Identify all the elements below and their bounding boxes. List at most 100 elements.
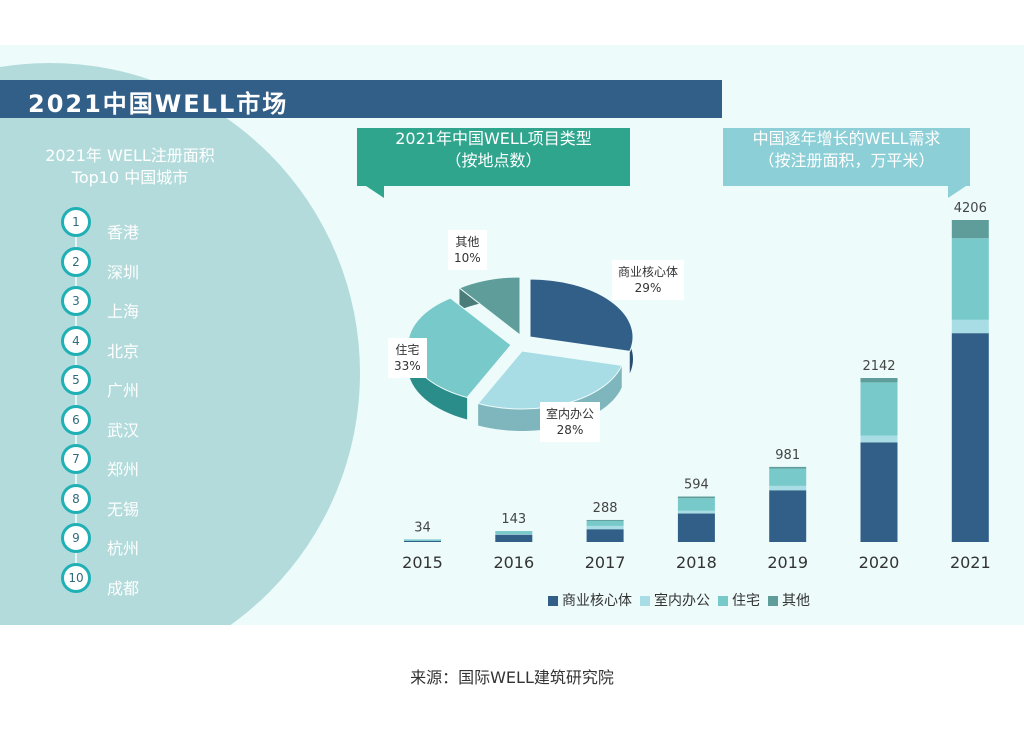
bar-segment <box>860 435 898 443</box>
pie-label-name: 住宅 <box>395 343 420 357</box>
source-note: 来源：国际WELL建筑研究院 <box>410 668 614 687</box>
callout-pointer <box>366 186 384 198</box>
bar-segment <box>860 442 898 542</box>
legend-label: 室内办公 <box>654 593 710 609</box>
rank-badge: 7 <box>61 444 91 474</box>
rank-badge: 2 <box>61 246 91 277</box>
bar-segment <box>951 319 989 334</box>
x-tick-label: 2020 <box>859 553 900 572</box>
bar-segment <box>404 539 441 541</box>
bar-subtitle: （按注册面积，万平米） <box>758 151 935 170</box>
x-tick-label: 2021 <box>950 553 991 572</box>
bar-segment <box>951 220 989 239</box>
bar-total-label: 143 <box>501 512 526 527</box>
bar-total-label: 2142 <box>862 359 895 374</box>
bar-segment <box>495 534 533 535</box>
city-name: 杭州 <box>107 539 140 558</box>
bar-segment <box>404 540 441 542</box>
pie-slice <box>529 278 634 352</box>
pie-title-callout: 2021年中国WELL项目类型 （按地点数） <box>357 128 630 186</box>
pie-label-value: 28% <box>556 423 584 437</box>
ranking-connector <box>75 235 77 565</box>
bar-segment <box>769 490 807 542</box>
bar-segment <box>586 520 624 526</box>
bar-segment <box>769 485 807 491</box>
bar-segment <box>860 378 898 383</box>
city-name: 成都 <box>107 578 140 598</box>
pie-label-value: 33% <box>394 359 421 373</box>
legend-item: 住宅 <box>718 590 760 610</box>
legend-label: 其他 <box>782 593 810 609</box>
legend-item: 其他 <box>768 590 810 610</box>
rank-badge: 9 <box>61 523 91 553</box>
bar-title: 中国逐年增长的WELL需求 <box>752 129 941 148</box>
bar-segment <box>951 333 989 542</box>
title-bar <box>0 80 722 118</box>
bar-segment <box>769 466 807 469</box>
pie-label: 商业核心体 29% <box>612 260 685 300</box>
x-tick-label: 2015 <box>402 553 443 572</box>
rank-badge: 1 <box>61 207 91 237</box>
legend-swatch <box>768 596 778 606</box>
pie-label: 住宅 33% <box>388 338 427 378</box>
x-tick-label: 2016 <box>493 553 534 572</box>
bar-segment <box>951 238 989 320</box>
ranking-subtitle: Top10 中国城市 <box>71 168 189 187</box>
pie-subtitle: （按地点数） <box>445 151 542 170</box>
pie-label-value: 10% <box>454 251 481 265</box>
x-tick-label: 2018 <box>676 553 717 572</box>
bar-segment <box>495 534 533 542</box>
bar-total-label: 34 <box>414 520 431 535</box>
legend-item: 商业核心体 <box>548 590 632 610</box>
legend-label: 商业核心体 <box>562 593 632 609</box>
legend-swatch <box>718 596 728 606</box>
legend-swatch <box>640 596 650 606</box>
ranking-title: 2021年 WELL注册面积 <box>45 146 215 165</box>
pie-slice <box>458 276 521 337</box>
city-name: 上海 <box>107 302 140 321</box>
rank-badge: 6 <box>61 404 91 435</box>
pie-label-name: 室内办公 <box>546 407 595 421</box>
legend-item: 室内办公 <box>640 590 710 610</box>
legend-swatch <box>548 596 558 606</box>
bar-total-label: 4206 <box>954 201 987 216</box>
city-name: 武汉 <box>107 420 140 440</box>
bar-title-callout: 中国逐年增长的WELL需求 （按注册面积，万平米） <box>723 128 970 186</box>
bar-segment <box>586 525 624 530</box>
rank-badge: 8 <box>61 483 91 514</box>
page-title: 2021中国WELL市场 <box>28 90 289 118</box>
pie-label-name: 其他 <box>455 235 480 249</box>
x-tick-label: 2017 <box>585 553 626 572</box>
bar-total-label: 981 <box>775 448 800 463</box>
pie-title: 2021年中国WELL项目类型 <box>395 129 592 148</box>
city-name: 深圳 <box>107 262 140 282</box>
callout-pointer <box>948 186 966 198</box>
pie-label: 室内办公 28% <box>540 402 601 442</box>
pie-label: 其他 10% <box>448 230 487 270</box>
x-tick-label: 2019 <box>767 553 808 572</box>
bar-segment <box>677 496 715 499</box>
bar-segment <box>769 468 807 486</box>
bar-total-label: 594 <box>684 478 709 493</box>
city-name: 北京 <box>107 341 140 361</box>
city-name: 香港 <box>107 223 140 242</box>
city-name: 无锡 <box>107 499 140 519</box>
pie-label-name: 商业核心体 <box>618 265 679 279</box>
city-name: 郑州 <box>107 460 140 479</box>
bar-segment <box>677 498 715 511</box>
bar-segment <box>677 513 715 542</box>
rank-badge: 3 <box>61 286 91 316</box>
bar-total-label: 288 <box>593 501 618 516</box>
bar-segment <box>586 529 624 542</box>
rank-badge: 10 <box>61 562 91 593</box>
rank-badge: 4 <box>61 325 91 356</box>
rank-badge: 5 <box>61 365 91 395</box>
bar-segment <box>677 510 715 514</box>
city-name: 广州 <box>107 381 140 400</box>
pie-label-value: 29% <box>634 281 662 295</box>
bar-segment <box>586 519 624 521</box>
bar-segment <box>495 531 533 535</box>
bar-segment <box>860 382 898 436</box>
legend-label: 住宅 <box>732 593 760 609</box>
